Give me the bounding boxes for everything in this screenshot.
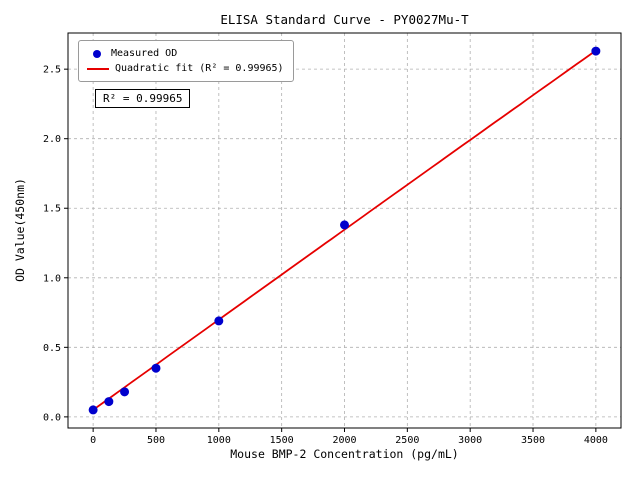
data-point <box>88 405 98 415</box>
x-tick-label: 500 <box>147 435 165 446</box>
data-point <box>120 387 130 397</box>
data-point <box>104 397 114 407</box>
data-point <box>214 316 224 326</box>
legend-label-quadratic-fit: Quadratic fit (R² = 0.99965) <box>115 63 284 74</box>
x-tick-label: 3000 <box>458 435 482 446</box>
r-squared-annotation: R² = 0.99965 <box>95 89 191 108</box>
x-tick-label: 3500 <box>521 435 545 446</box>
x-tick-label: 2500 <box>395 435 419 446</box>
x-tick-label: 4000 <box>584 435 608 446</box>
data-point <box>591 46 601 56</box>
data-point <box>340 220 349 230</box>
y-tick-label: 0.0 <box>43 412 61 423</box>
y-tick-label: 1.5 <box>43 204 61 215</box>
legend-item-quadratic-fit: Quadratic fit (R² = 0.99965) <box>87 61 284 76</box>
y-tick-label: 2.0 <box>43 134 61 145</box>
legend-item-measured-od: Measured OD <box>87 46 284 61</box>
x-tick-label: 1000 <box>207 435 231 446</box>
x-tick-label: 2000 <box>332 435 356 446</box>
data-point <box>151 363 161 373</box>
legend: Measured OD Quadratic fit (R² = 0.99965) <box>78 40 294 82</box>
x-tick-label: 1500 <box>270 435 294 446</box>
legend-label-measured-od: Measured OD <box>111 48 178 59</box>
scatter-marker-icon <box>93 49 101 58</box>
fit-line <box>92 49 597 411</box>
y-tick-label: 1.0 <box>43 273 61 284</box>
chart-title: ELISA Standard Curve - PY0027Mu-T <box>220 12 469 27</box>
y-tick-label: 2.5 <box>43 65 61 76</box>
x-tick-label: 0 <box>90 435 96 446</box>
line-marker-icon <box>87 67 109 70</box>
x-axis-label: Mouse BMP-2 Concentration (pg/mL) <box>230 447 459 461</box>
y-tick-label: 0.5 <box>43 343 61 354</box>
